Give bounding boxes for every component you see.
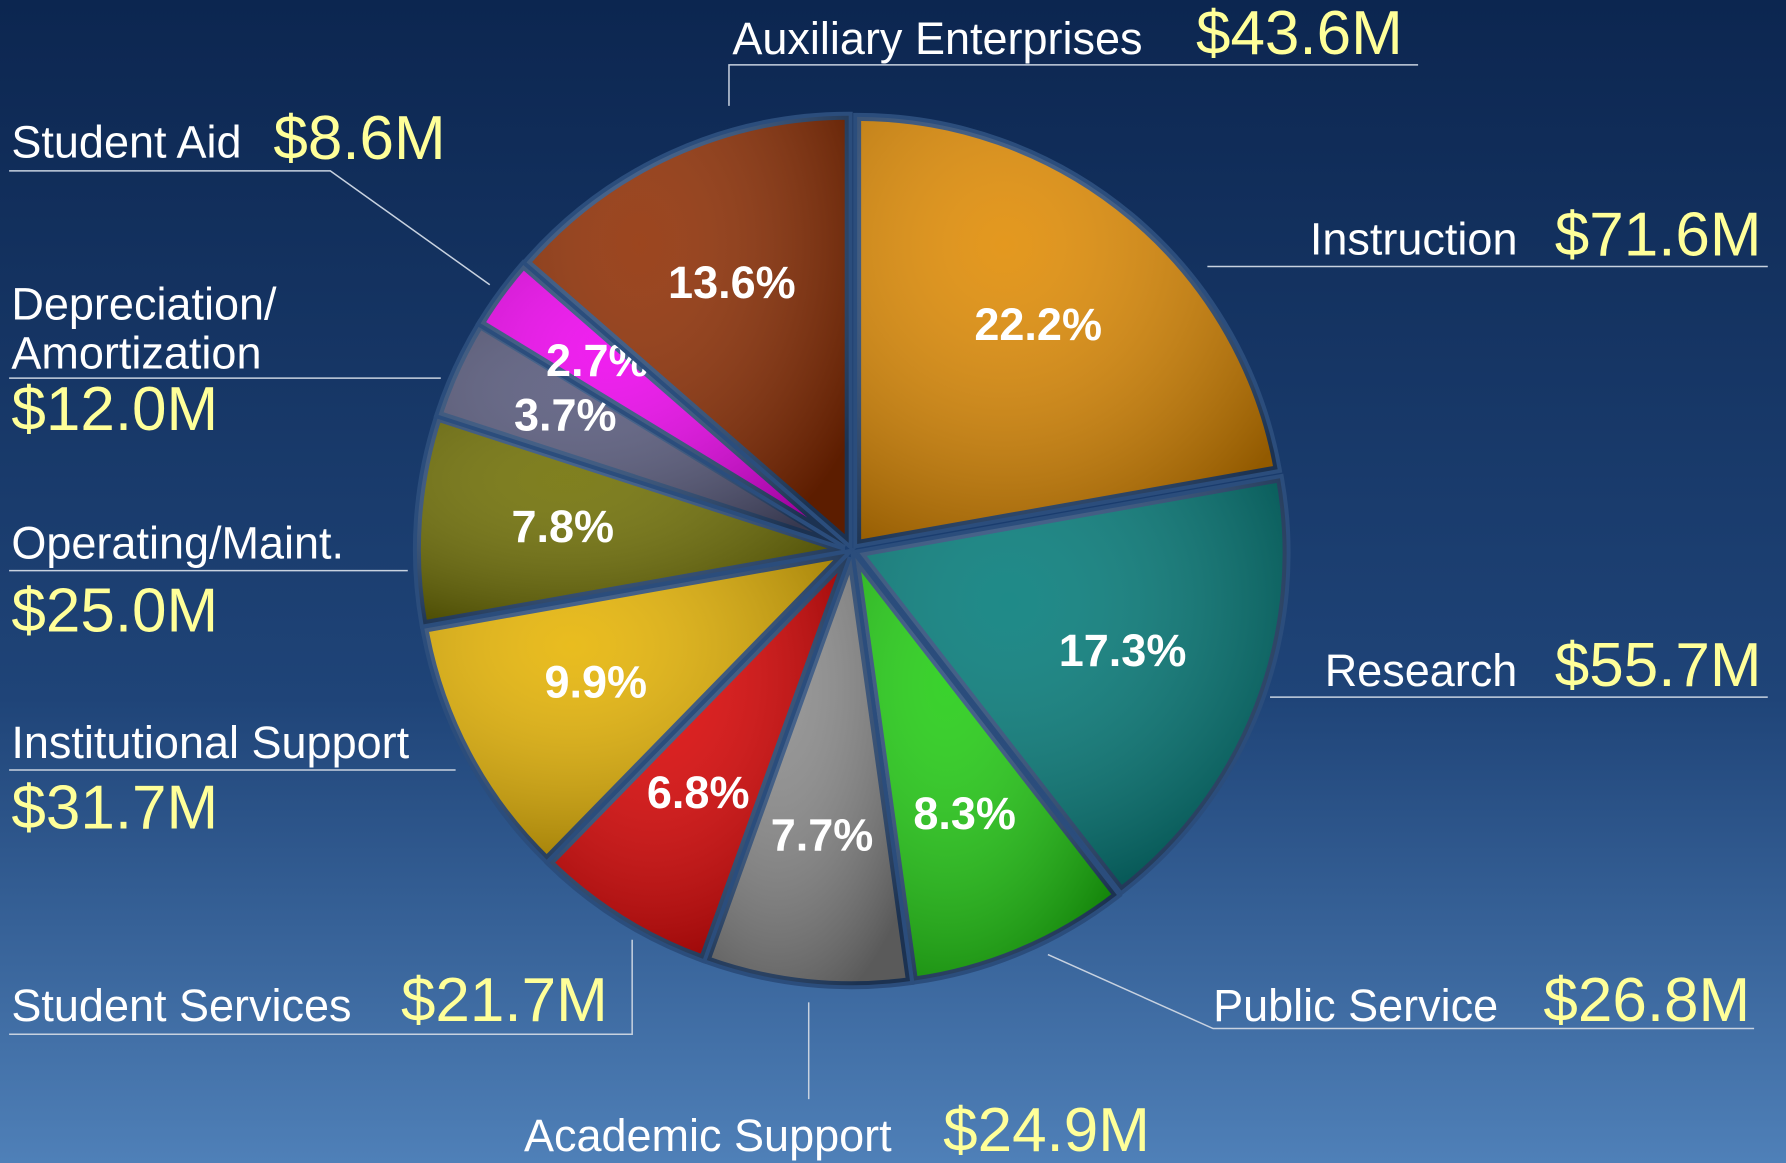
slice-shade [480, 264, 846, 546]
slice-shade [857, 116, 1278, 545]
slice-shade [549, 556, 848, 959]
amount-label: $24.9M [943, 1096, 1150, 1163]
amount-label: $55.7M [1555, 631, 1762, 700]
percent-label: 7.7% [771, 809, 874, 860]
percent-label: 8.3% [913, 788, 1016, 839]
percent-label: 9.9% [544, 657, 647, 708]
amount-label: $71.6M [1555, 201, 1762, 270]
slice-shade [438, 324, 845, 547]
percent-label: 6.8% [647, 767, 750, 818]
category-label: Student Aid [11, 117, 241, 168]
amount-label: $26.8M [1543, 966, 1750, 1035]
amount-label: $25.0M [11, 576, 218, 645]
category-label: Auxiliary Enterprises [732, 13, 1142, 64]
amount-label: $21.7M [401, 966, 608, 1035]
category-label: Student Services [11, 980, 351, 1031]
amount-label: $43.6M [1196, 0, 1403, 68]
leader-line [9, 170, 491, 286]
slice-shade [416, 417, 845, 625]
slice-shade [706, 558, 911, 986]
category-label: Research [1325, 645, 1518, 696]
percent-label: 22.2% [974, 299, 1102, 350]
leader-line [728, 64, 1419, 106]
leader-line [9, 939, 633, 1035]
slice-shade [855, 557, 1117, 981]
amount-label: $8.6M [273, 104, 445, 173]
slice-shade [424, 553, 845, 860]
percent-label: 7.8% [511, 501, 614, 552]
amount-label: $12.0M [11, 375, 218, 444]
percent-label: 13.6% [668, 257, 796, 308]
percent-label: 17.3% [1059, 625, 1187, 676]
category-label: Institutional Support [11, 717, 409, 768]
category-label: Instruction [1310, 214, 1518, 265]
category-label: Academic Support [524, 1110, 892, 1161]
amount-label: $31.7M [11, 774, 218, 843]
leader-line [1047, 953, 1755, 1030]
slice-shade [526, 115, 849, 543]
category-label: Depreciation/ Amortization [11, 278, 289, 378]
category-label: Public Service [1213, 980, 1498, 1031]
slice-shade [859, 478, 1287, 891]
category-label: Operating/Maint. [11, 518, 344, 569]
